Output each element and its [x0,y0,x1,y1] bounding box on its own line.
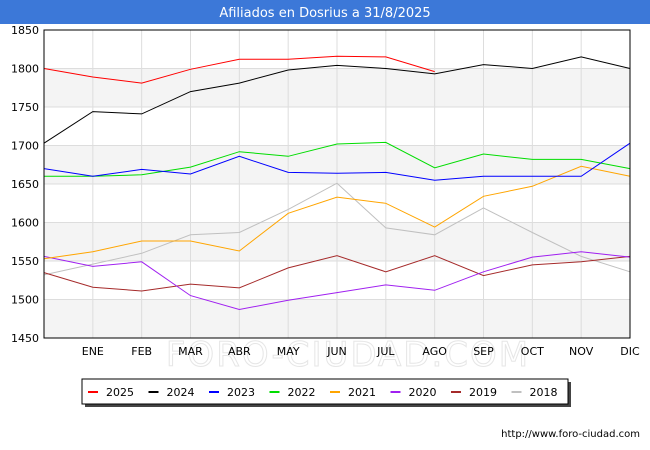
series-line-2022 [44,141,631,177]
y-tick-label: 1600 [11,217,39,230]
y-tick-label: 1450 [11,332,39,345]
legend-label-2019: 2019 [469,386,497,399]
x-tick-label: ENE [82,345,104,358]
title-bar [0,0,650,24]
legend-label-2018: 2018 [530,386,558,399]
x-tick-label: FEB [131,345,152,358]
y-axis-ticks: 1450 1500 1550 1600 1650 1700 1750 1800 1850 [11,24,39,345]
x-tick-label: DIC [620,345,640,358]
x-tick-label: ABR [228,345,251,358]
plot-frame [43,29,631,339]
legend-label-2022: 2022 [288,386,316,399]
x-tick-label: JUL [376,345,395,358]
legend-label-2023: 2023 [227,386,255,399]
series-line-2021 [43,165,631,260]
x-tick-label: SEP [473,345,494,358]
legend: 2025 2024 2023 2022 2021 2020 2019 2018 [88,386,558,399]
y-tick-label: 1650 [11,178,39,191]
x-tick-label: NOV [569,345,594,358]
watermark: FORO-CIUDAD.COM [166,335,530,375]
source-url: http://www.foro-ciudad.com [501,429,640,440]
series-line-2023 [43,142,631,181]
x-tick-label: OCT [521,345,544,358]
series-line-2024 [43,56,631,144]
y-tick-label: 1500 [11,294,39,307]
legend-label-2020: 2020 [409,386,437,399]
series-line-2019 [43,255,631,292]
x-tick-label: MAY [277,345,300,358]
legend-label-2025: 2025 [106,386,134,399]
series-line-2018 [43,182,631,276]
x-tick-label: JUN [326,345,347,358]
legend-label-2024: 2024 [167,386,195,399]
legend-box [81,378,569,405]
y-tick-label: 1550 [11,255,39,268]
chart-title: Afiliados en Dosrius a 31/8/2025 [219,6,430,21]
x-tick-label: AGO [422,345,447,358]
x-axis-ticks: ENE FEB MAR ABR MAY JUN JUL AGO SEP OCT NOV DIC [82,345,640,358]
x-tick-label: MAR [178,345,203,358]
legend-label-2021: 2021 [348,386,376,399]
y-tick-label: 1850 [11,24,39,37]
y-tick-label: 1800 [11,63,39,76]
series-line-2025 [43,55,435,84]
series-lines [43,55,631,311]
y-tick-label: 1700 [11,140,39,153]
series-line-2020 [43,251,631,311]
y-tick-label: 1750 [11,101,39,114]
